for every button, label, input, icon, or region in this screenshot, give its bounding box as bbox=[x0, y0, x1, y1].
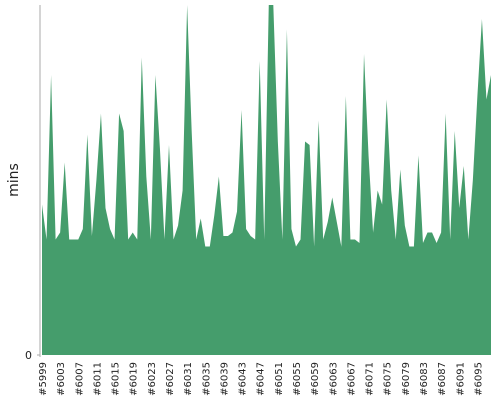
x-tick-label: #5999 bbox=[38, 362, 49, 396]
y-tick-label: 0 bbox=[25, 349, 32, 362]
x-tick-label: #6035 bbox=[201, 362, 212, 396]
x-tick-label: #6007 bbox=[74, 362, 85, 396]
x-tick-label: #6023 bbox=[147, 362, 158, 396]
x-tick-label: #6079 bbox=[401, 362, 412, 396]
x-tick-label: #6047 bbox=[256, 362, 267, 396]
x-tick-label: #6055 bbox=[292, 362, 303, 396]
x-tick-label: #6039 bbox=[219, 362, 230, 396]
x-tick-label: #6051 bbox=[274, 362, 285, 396]
area bbox=[42, 5, 491, 355]
y-axis-label: mins bbox=[6, 163, 22, 197]
x-tick-label: #6067 bbox=[346, 362, 357, 396]
x-tick-label: #6015 bbox=[111, 362, 122, 396]
x-tick-label: #6063 bbox=[328, 362, 339, 396]
x-tick-label: #6071 bbox=[365, 362, 376, 396]
x-tick-label: #6091 bbox=[455, 362, 466, 396]
x-tick-label: #6019 bbox=[129, 362, 140, 396]
x-tick-label: #6075 bbox=[383, 362, 394, 396]
x-tick-label: #6011 bbox=[92, 362, 103, 396]
x-tick-label: #6043 bbox=[238, 362, 249, 396]
x-tick-label: #6003 bbox=[56, 362, 67, 396]
x-tick-label: #6095 bbox=[473, 362, 484, 396]
x-tick-label: #6059 bbox=[310, 362, 321, 396]
x-tick-label: #6031 bbox=[183, 362, 194, 396]
x-tick-label: #6087 bbox=[437, 362, 448, 396]
x-tick-label: #6083 bbox=[419, 362, 430, 396]
x-tick-label: #6027 bbox=[165, 362, 176, 396]
